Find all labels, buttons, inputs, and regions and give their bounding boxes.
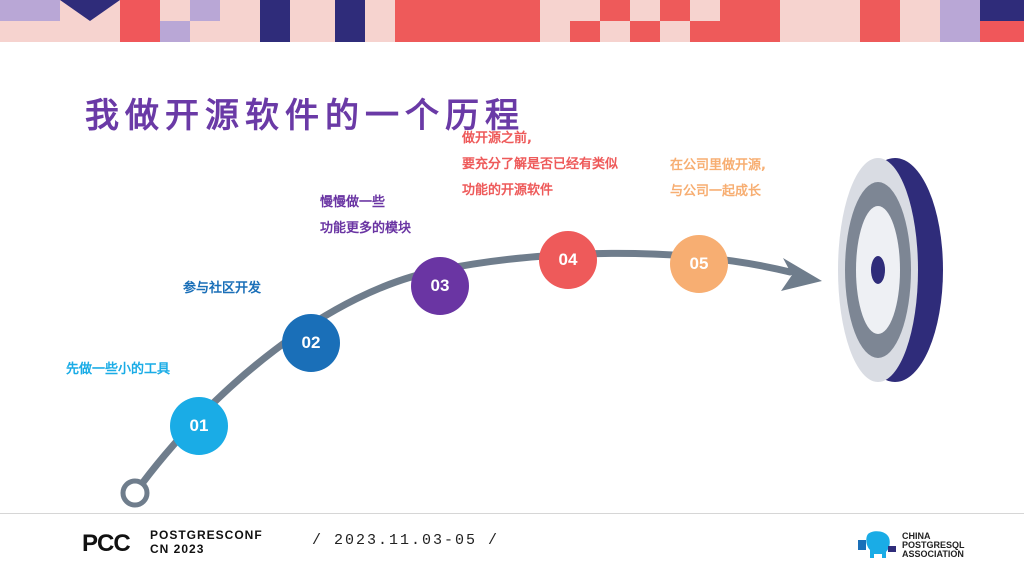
step-01-circle: 01 xyxy=(170,397,228,455)
step-03-circle: 03 xyxy=(411,257,469,315)
step-number: 01 xyxy=(189,416,209,435)
label-line: 做开源之前, xyxy=(462,131,532,146)
label-line: 与公司一起成长 xyxy=(670,184,762,199)
elephant-logo-icon xyxy=(858,531,896,558)
label-line: 在公司里做开源, xyxy=(670,158,766,173)
step-04-circle: 04 xyxy=(539,231,597,289)
assoc-line-1: CHINA xyxy=(902,531,931,541)
pcc-logo: PCC xyxy=(82,530,131,557)
step-number: 02 xyxy=(301,333,321,352)
step-02-label: 参与社区开发 xyxy=(183,276,261,302)
assoc-line-2: POSTGRESQL xyxy=(902,540,965,550)
step-number: 04 xyxy=(558,250,578,269)
step-01-label: 先做一些小的工具 xyxy=(66,357,170,383)
top-banner xyxy=(0,0,1024,42)
timeline-start-node xyxy=(120,478,150,508)
label-line: 要充分了解是否已经有类似 xyxy=(462,157,619,172)
target-icon xyxy=(838,158,943,382)
label-line: 先做一些小的工具 xyxy=(66,362,171,377)
logo-line-2: CN 2023 xyxy=(150,542,205,556)
step-number: 05 xyxy=(689,254,709,273)
step-03-label: 慢慢做一些 功能更多的模块 xyxy=(320,190,411,242)
association-name: CHINA POSTGRESQL ASSOCIATION xyxy=(902,532,965,559)
timeline-arrowhead xyxy=(781,258,822,291)
label-line: 功能更多的模块 xyxy=(320,221,412,236)
step-02-circle: 02 xyxy=(282,314,340,372)
step-05-label: 在公司里做开源, 与公司一起成长 xyxy=(670,153,766,205)
label-line: 慢慢做一些 xyxy=(320,195,386,210)
step-05-circle: 05 xyxy=(670,235,728,293)
label-line: 功能的开源软件 xyxy=(462,183,554,198)
conference-logo-text: POSTGRESCONF CN 2023 xyxy=(150,528,263,556)
label-line: 参与社区开发 xyxy=(183,281,262,296)
footer-divider xyxy=(0,513,1024,514)
page-title: 我做开源软件的一个历程 xyxy=(85,96,525,136)
step-number: 03 xyxy=(430,276,450,295)
logo-line-1: POSTGRESCONF xyxy=(150,528,263,542)
event-date: / 2023.11.03-05 / xyxy=(312,532,500,549)
step-04-label: 做开源之前, 要充分了解是否已经有类似 功能的开源软件 xyxy=(462,126,618,204)
assoc-line-3: ASSOCIATION xyxy=(902,549,964,559)
